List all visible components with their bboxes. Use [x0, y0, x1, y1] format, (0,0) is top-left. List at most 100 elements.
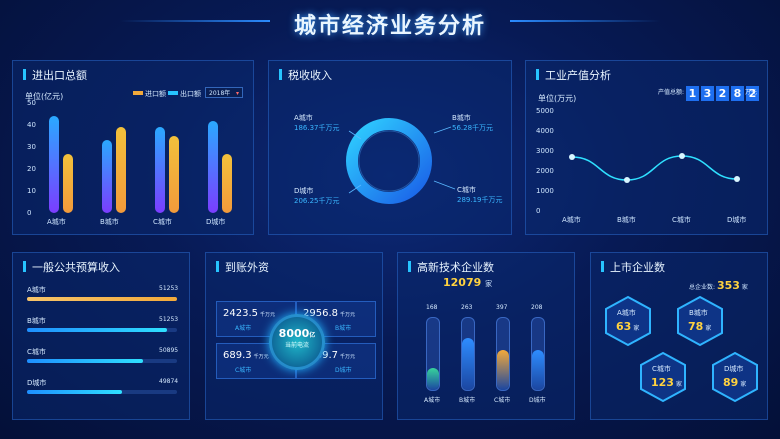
- listed-total-value: 353: [716, 279, 740, 292]
- budget-value: 50895: [159, 347, 179, 354]
- import-bar: [49, 116, 59, 213]
- y-tick-label: 20: [27, 165, 36, 173]
- panel-budget: 一般公共预算收入 A城市 51253 B城市 51253 C城市 50895 D城市 4987…: [12, 252, 190, 420]
- panel-title: 工业产值分析: [536, 67, 611, 83]
- hex-unit: 家: [675, 381, 682, 388]
- panel-title: 进出口总额: [23, 67, 87, 83]
- tax-item: B城市 56.28千万元: [452, 113, 493, 133]
- center-value-row: 8000亿: [272, 327, 322, 340]
- budget-bar-fill: [27, 390, 122, 394]
- industry-point: [569, 154, 575, 160]
- industry-line: [571, 155, 738, 181]
- x-tick-label: C城市: [153, 218, 172, 226]
- year-select-value: 2018年: [209, 90, 231, 97]
- tube-city: C城市: [494, 397, 511, 404]
- year-select[interactable]: 2018年 ▾: [205, 87, 243, 98]
- capital-city: A城市: [235, 325, 252, 332]
- listed-total-label: 总企业数:: [689, 284, 716, 291]
- capital-unit: 千万元: [340, 354, 356, 360]
- hitech-total-value: 12079: [443, 276, 482, 289]
- import-bar: [155, 127, 165, 213]
- unit-label: 单位(万元): [538, 94, 577, 103]
- page-title: 城市经济业务分析: [293, 14, 486, 39]
- panel-listed: 上市企业数 总企业数: 353 家 A城市 63 家 B城市 78 家 C城市 123 家 D城市…: [590, 252, 768, 420]
- budget-city: D城市: [27, 379, 47, 387]
- hex-value-row: 63 家: [616, 320, 639, 333]
- x-tick-label: B城市: [100, 218, 119, 226]
- capital-value-row: 2423.5 千万元: [223, 308, 275, 319]
- hexagon-shape: [605, 295, 651, 347]
- chevron-down-icon: ▾: [235, 90, 239, 97]
- tube-fill: [462, 338, 474, 390]
- legend-import: 进口额: [133, 89, 166, 99]
- legend-export-label: 出口额: [180, 90, 201, 98]
- hexagon-shape: [677, 295, 723, 347]
- hex-value-row: 78 家: [688, 320, 711, 333]
- tube-value: 168: [426, 304, 438, 311]
- hex-value: 78: [688, 320, 704, 333]
- listed-total-unit: 家: [741, 284, 748, 291]
- hexagon: [605, 295, 651, 347]
- tube-value: 397: [496, 304, 508, 311]
- x-tick-label: A城市: [47, 218, 66, 226]
- capital-unit: 千万元: [253, 354, 269, 360]
- total-digit: 3: [701, 86, 714, 101]
- industry-point: [624, 177, 630, 183]
- capital-unit: 千万元: [260, 312, 276, 318]
- y-tick-label: 30: [27, 143, 36, 151]
- tax-value: 206.25千万元: [294, 197, 340, 205]
- panel-title: 税收收入: [279, 67, 332, 83]
- capital-city: D城市: [335, 367, 352, 374]
- hexagon-shape: [712, 351, 758, 403]
- panel-capital: 到账外资 2423.5 千万元 A城市 2956.8 千万元 B城市 689.3 千万元 C城市…: [205, 252, 383, 420]
- industry-line-svg: [569, 153, 740, 183]
- tube-fill: [427, 368, 439, 390]
- budget-value: 51253: [159, 316, 179, 323]
- header-line-left: [120, 20, 270, 22]
- total-digit: 2: [716, 86, 729, 101]
- total-unit: 万元: [745, 89, 758, 96]
- x-tick-label: D城市: [206, 218, 226, 226]
- hex-city: C城市: [652, 365, 671, 373]
- capital-value: 2956.8: [303, 308, 338, 319]
- tube-fill: [532, 349, 544, 390]
- export-bar: [116, 127, 126, 213]
- x-tick-label: B城市: [617, 216, 636, 224]
- panel-title: 到账外资: [216, 259, 269, 275]
- legend-export-swatch: [168, 91, 178, 95]
- tax-city: A城市: [294, 114, 313, 122]
- y-tick-label: 0: [536, 207, 541, 215]
- hex-unit: 家: [705, 325, 712, 332]
- tube-fill: [497, 350, 509, 390]
- unit-label: 单位(亿元): [25, 92, 64, 101]
- tax-item: C城市 289.19千万元: [457, 185, 503, 205]
- tax-city: B城市: [452, 114, 471, 122]
- budget-city: C城市: [27, 348, 46, 356]
- legend-import-swatch: [133, 91, 143, 95]
- hitech-total-unit: 家: [485, 280, 493, 288]
- y-tick-label: 0: [27, 209, 32, 217]
- panel-title: 上市企业数: [601, 259, 665, 275]
- x-tick-label: D城市: [727, 216, 747, 224]
- industry-point: [679, 153, 685, 159]
- hexagon-shape: [640, 351, 686, 403]
- tube: [461, 317, 475, 391]
- hex-city: A城市: [617, 309, 636, 317]
- tax-donut: [346, 118, 432, 204]
- industry-point: [734, 176, 740, 182]
- capital-value: 689.3: [223, 350, 252, 361]
- donut-ring: [346, 118, 432, 204]
- center-value: 8000: [278, 327, 310, 340]
- x-tick-label: A城市: [562, 216, 581, 224]
- panel-tax: 税收收入 A城市 186.37千万元 B城市 56.28千万元 C城市 289.19千万元…: [268, 60, 512, 235]
- import-bar: [102, 140, 112, 213]
- tube: [496, 317, 510, 391]
- hex-value: 123: [651, 376, 674, 389]
- hitech-total: 12079 家: [443, 276, 492, 289]
- tube-value: 208: [531, 304, 543, 311]
- y-tick-label: 5000: [536, 107, 554, 115]
- center-label: 当前电流: [284, 342, 309, 349]
- center-unit: 亿: [309, 332, 316, 339]
- hexagon: [640, 351, 686, 403]
